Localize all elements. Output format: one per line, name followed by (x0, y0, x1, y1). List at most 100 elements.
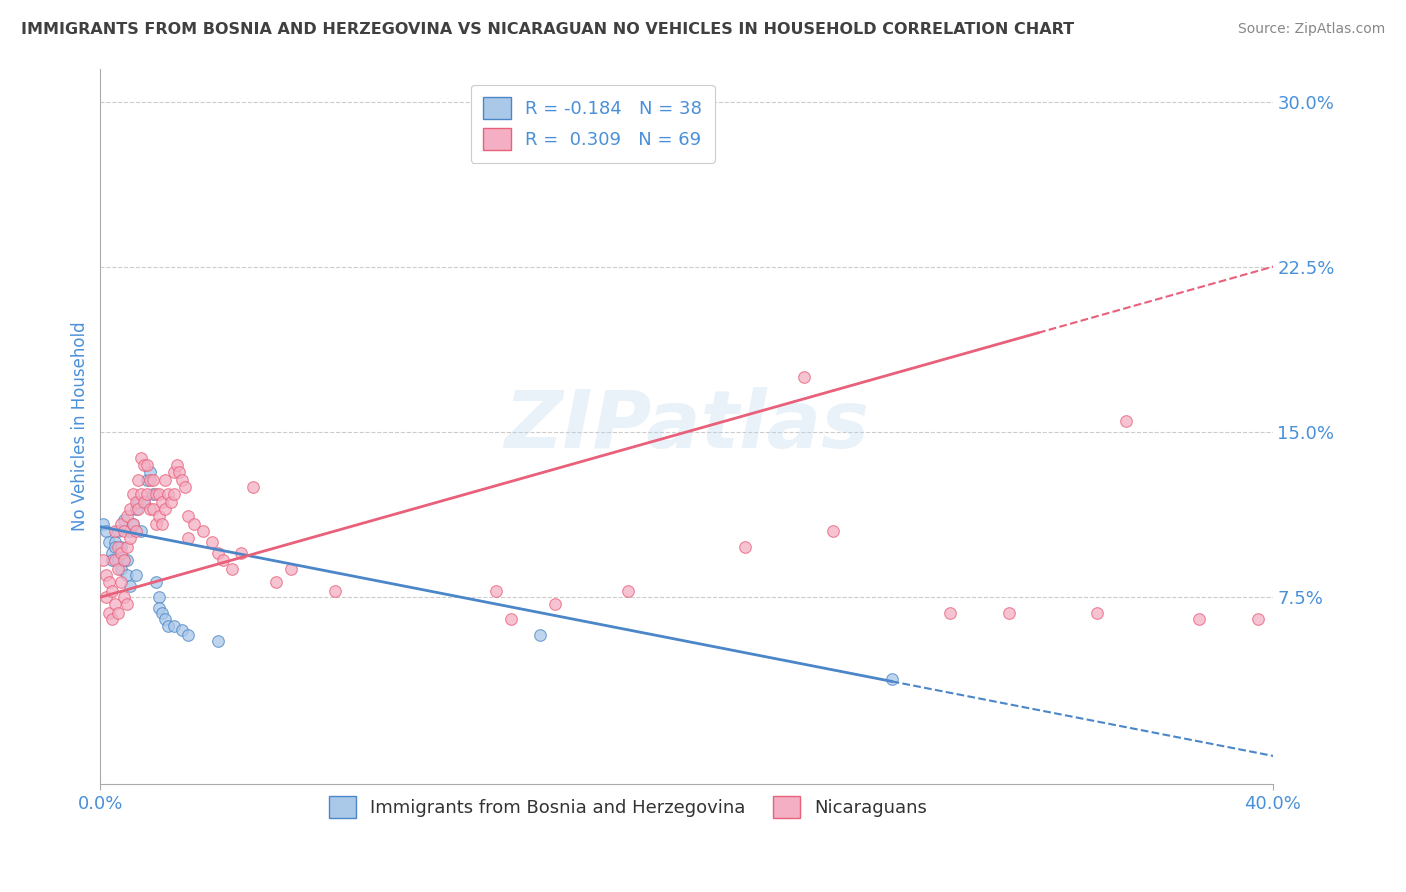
Point (134, 495, 156, 509)
Point (201, 535, 224, 549)
Point (499, 612, 522, 626)
Point (134, 458, 156, 472)
Point (177, 627, 200, 641)
Point (142, 474, 165, 488)
Point (221, 561, 243, 575)
Point (115, 508, 138, 523)
Point (101, 583, 124, 598)
Text: ZIPatlas: ZIPatlas (503, 387, 869, 466)
Legend: Immigrants from Bosnia and Herzegovina, Nicaraguans: Immigrants from Bosnia and Herzegovina, … (322, 789, 934, 825)
Point (104, 597, 127, 611)
Point (104, 535, 127, 549)
Point (1247, 612, 1270, 626)
Point (242, 480, 264, 494)
Point (142, 502, 165, 516)
Point (115, 540, 138, 554)
Point (177, 531, 200, 545)
Point (112, 513, 135, 527)
Point (997, 606, 1019, 620)
Point (101, 546, 124, 560)
Point (150, 606, 173, 620)
Point (107, 540, 129, 554)
Point (153, 474, 176, 488)
Point (124, 495, 146, 509)
Point (821, 524, 844, 538)
Point (156, 619, 179, 633)
Text: IMMIGRANTS FROM BOSNIA AND HERZEGOVINA VS NICARAGUAN NO VEHICLES IN HOUSEHOLD CO: IMMIGRANTS FROM BOSNIA AND HERZEGOVINA V… (21, 22, 1074, 37)
Point (121, 517, 143, 532)
Point (136, 474, 159, 488)
Point (91, 553, 114, 567)
Point (115, 568, 138, 582)
Point (127, 502, 149, 516)
Point (98, 574, 121, 589)
Point (107, 606, 129, 620)
Point (112, 590, 135, 604)
Point (142, 486, 165, 500)
Point (115, 553, 138, 567)
Point (107, 561, 129, 575)
Point (118, 579, 141, 593)
Point (131, 451, 153, 466)
Point (104, 524, 127, 538)
Point (174, 480, 197, 494)
Point (212, 553, 235, 567)
Point (139, 474, 162, 488)
Point (110, 561, 132, 575)
Y-axis label: No Vehicles in Household: No Vehicles in Household (72, 322, 89, 532)
Point (124, 568, 146, 582)
Point (529, 627, 551, 641)
Point (145, 486, 167, 500)
Point (177, 508, 200, 523)
Point (1188, 612, 1211, 626)
Point (115, 597, 138, 611)
Point (183, 517, 205, 532)
Point (101, 553, 124, 567)
Point (121, 517, 143, 532)
Text: Source: ZipAtlas.com: Source: ZipAtlas.com (1237, 22, 1385, 37)
Point (112, 553, 135, 567)
Point (118, 524, 141, 538)
Point (131, 486, 153, 500)
Point (264, 574, 287, 589)
Point (145, 517, 167, 532)
Point (131, 524, 153, 538)
Point (104, 540, 127, 554)
Point (148, 486, 170, 500)
Point (543, 597, 565, 611)
Point (96, 590, 118, 604)
Point (172, 624, 194, 638)
Point (156, 486, 179, 500)
Point (110, 574, 132, 589)
Point (880, 672, 903, 686)
Point (617, 583, 640, 598)
Point (91, 517, 114, 532)
Point (110, 517, 132, 532)
Point (166, 458, 188, 472)
Point (162, 619, 184, 633)
Point (107, 524, 129, 538)
Point (1085, 606, 1108, 620)
Point (153, 612, 176, 626)
Point (98, 606, 121, 620)
Point (148, 590, 170, 604)
Point (96, 568, 118, 582)
Point (134, 495, 156, 509)
Point (145, 574, 167, 589)
Point (124, 524, 146, 538)
Point (734, 540, 756, 554)
Point (153, 502, 176, 516)
Point (162, 486, 184, 500)
Point (104, 553, 127, 567)
Point (110, 546, 132, 560)
Point (793, 370, 815, 384)
Point (207, 634, 229, 648)
Point (136, 486, 159, 500)
Point (110, 540, 132, 554)
Point (939, 606, 962, 620)
Point (124, 502, 146, 516)
Point (127, 474, 149, 488)
Point (127, 495, 149, 509)
Point (139, 502, 162, 516)
Point (159, 495, 181, 509)
